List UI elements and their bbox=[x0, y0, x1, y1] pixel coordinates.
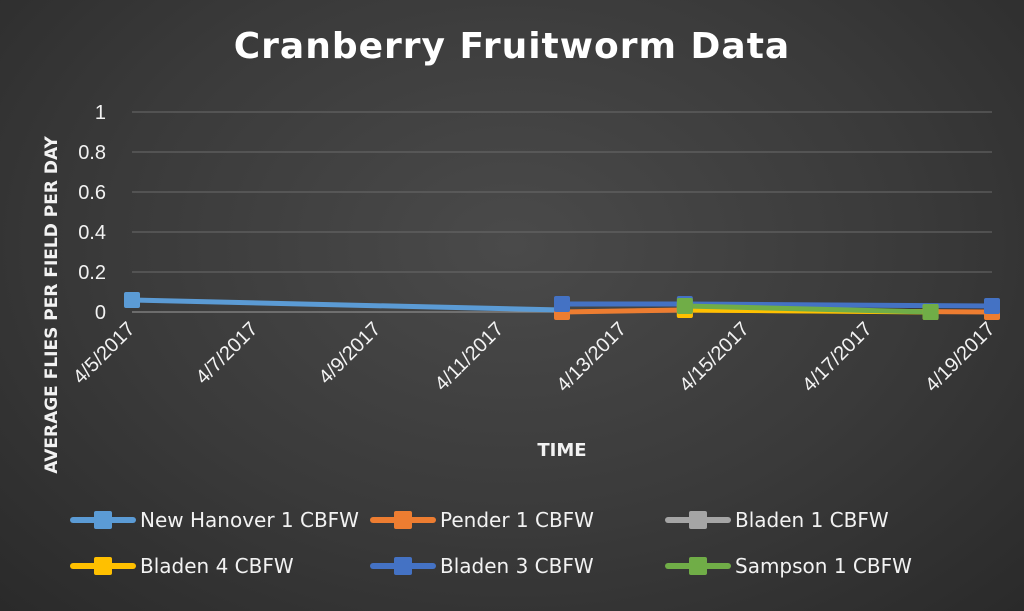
legend-marker bbox=[689, 557, 707, 575]
legend-item: Sampson 1 CBFW bbox=[665, 554, 912, 578]
legend-label: Bladen 1 CBFW bbox=[735, 508, 889, 532]
y-tick-label: 0 bbox=[95, 302, 106, 324]
x-tick-label: 4/17/2017 bbox=[798, 318, 876, 396]
x-tick-label: 4/9/2017 bbox=[315, 318, 386, 389]
legend-marker bbox=[689, 511, 707, 529]
legend-item: Bladen 4 CBFW bbox=[70, 554, 294, 578]
legend-swatch bbox=[665, 555, 731, 577]
legend-item: Bladen 1 CBFW bbox=[665, 508, 889, 532]
y-tick-label: 0.6 bbox=[78, 182, 106, 204]
legend-marker bbox=[394, 557, 412, 575]
legend-swatch bbox=[370, 509, 436, 531]
x-axis-label: TIME bbox=[537, 440, 587, 461]
legend-label: Bladen 4 CBFW bbox=[140, 554, 294, 578]
y-tick-label: 0.8 bbox=[78, 142, 106, 164]
legend-label: Sampson 1 CBFW bbox=[735, 554, 912, 578]
series-line bbox=[682, 303, 934, 315]
x-tick-label: 4/13/2017 bbox=[552, 318, 630, 396]
legend-swatch bbox=[370, 555, 436, 577]
legend-label: New Hanover 1 CBFW bbox=[140, 508, 359, 532]
legend-swatch bbox=[70, 555, 136, 577]
legend-marker bbox=[394, 511, 412, 529]
legend-swatch bbox=[665, 509, 731, 531]
y-tick-label: 0.2 bbox=[78, 262, 106, 284]
legend-item: New Hanover 1 CBFW bbox=[70, 508, 359, 532]
legend-marker bbox=[94, 557, 112, 575]
x-tick-label: 4/19/2017 bbox=[921, 318, 999, 396]
data-point bbox=[124, 292, 140, 308]
legend-label: Bladen 3 CBFW bbox=[440, 554, 594, 578]
legend-item: Pender 1 CBFW bbox=[370, 508, 594, 532]
y-tick-label: 0.4 bbox=[78, 222, 106, 244]
legend-marker bbox=[94, 511, 112, 529]
x-tick-label: 4/5/2017 bbox=[69, 318, 140, 389]
series-line bbox=[129, 297, 565, 313]
legend-swatch bbox=[70, 509, 136, 531]
data-point bbox=[554, 296, 570, 312]
data-point bbox=[922, 304, 939, 320]
x-tick-label: 4/11/2017 bbox=[431, 318, 508, 395]
x-tick-label: 4/15/2017 bbox=[675, 318, 753, 396]
data-point bbox=[676, 298, 693, 314]
legend-label: Pender 1 CBFW bbox=[440, 508, 594, 532]
chart-title: Cranberry Fruitworm Data bbox=[233, 26, 791, 67]
legend-item: Bladen 3 CBFW bbox=[370, 554, 594, 578]
y-tick-label: 1 bbox=[95, 102, 106, 124]
x-tick-label: 4/7/2017 bbox=[192, 318, 263, 389]
data-point bbox=[984, 298, 1000, 314]
